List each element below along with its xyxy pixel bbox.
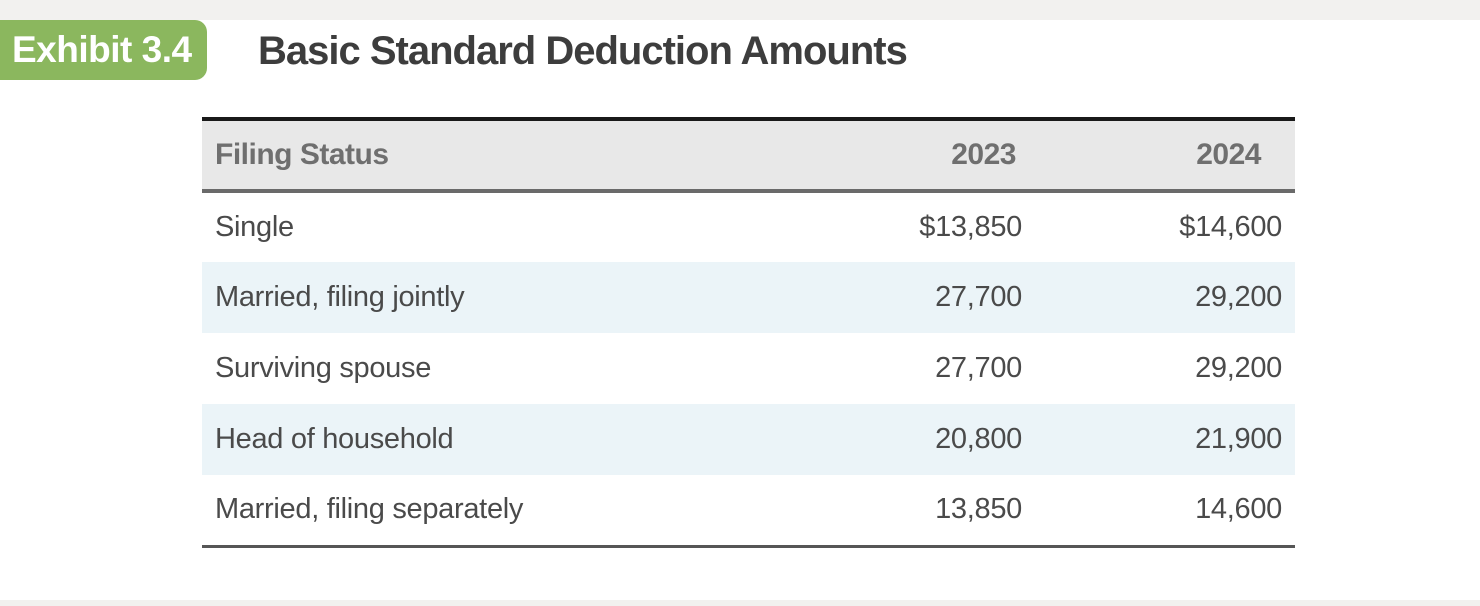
table-row: Married, filing jointly 27,700 29,200 <box>202 262 1295 333</box>
standard-deduction-table: Filing Status 2023 2024 Single $13,850 $14… <box>202 117 1295 548</box>
table-header-row: Filing Status 2023 2024 <box>202 119 1295 193</box>
table-row: Single $13,850 $14,600 <box>202 191 1295 262</box>
cell-2024-amount: 14,600 <box>1022 475 1295 548</box>
table-row: Married, filing separately 13,850 14,600 <box>202 475 1295 548</box>
table-header: Filing Status 2023 2024 <box>202 119 1295 193</box>
cell-2024-amount: $14,600 <box>1022 191 1295 262</box>
cell-filing-status: Married, filing separately <box>202 475 822 548</box>
bottom-divider-strip <box>0 600 1480 606</box>
table-row: Head of household 20,800 21,900 <box>202 404 1295 475</box>
cell-2023-amount: 13,850 <box>822 475 1022 548</box>
column-header-2023: 2023 <box>822 119 1022 193</box>
cell-2024-amount: 29,200 <box>1022 262 1295 333</box>
column-header-2024: 2024 <box>1022 119 1295 193</box>
top-divider-strip <box>0 0 1480 20</box>
cell-2024-amount: 29,200 <box>1022 333 1295 404</box>
column-header-filing-status: Filing Status <box>202 119 822 193</box>
table-body: Single $13,850 $14,600 Married, filing join… <box>202 191 1295 548</box>
cell-filing-status: Surviving spouse <box>202 333 822 404</box>
exhibit-badge: Exhibit 3.4 <box>0 20 207 80</box>
cell-2023-amount: 27,700 <box>822 333 1022 404</box>
cell-2024-amount: 21,900 <box>1022 404 1295 475</box>
cell-filing-status: Married, filing jointly <box>202 262 822 333</box>
exhibit-title: Basic Standard Deduction Amounts <box>258 29 908 73</box>
cell-2023-amount: 20,800 <box>822 404 1022 475</box>
table-row: Surviving spouse 27,700 29,200 <box>202 333 1295 404</box>
cell-2023-amount: $13,850 <box>822 191 1022 262</box>
cell-filing-status: Head of household <box>202 404 822 475</box>
cell-2023-amount: 27,700 <box>822 262 1022 333</box>
cell-filing-status: Single <box>202 191 822 262</box>
